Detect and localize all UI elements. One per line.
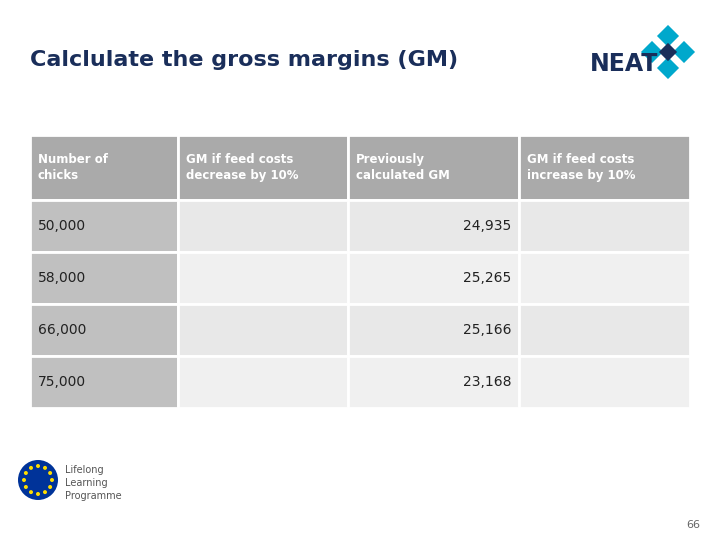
- Bar: [348, 252, 519, 304]
- Circle shape: [36, 492, 40, 496]
- Circle shape: [22, 478, 26, 482]
- Bar: [30, 135, 178, 200]
- Bar: [30, 200, 178, 252]
- Circle shape: [29, 490, 33, 494]
- Text: 23,168: 23,168: [463, 375, 511, 389]
- Bar: [519, 356, 690, 408]
- Text: Lifelong
Learning
Programme: Lifelong Learning Programme: [65, 465, 122, 502]
- Text: 50,000: 50,000: [38, 219, 86, 233]
- Polygon shape: [659, 43, 677, 61]
- Bar: [348, 304, 519, 356]
- Circle shape: [43, 490, 47, 494]
- Text: 25,265: 25,265: [463, 271, 511, 285]
- Text: 24,935: 24,935: [463, 219, 511, 233]
- Bar: [30, 356, 178, 408]
- Bar: [30, 252, 178, 304]
- Text: 66: 66: [686, 520, 700, 530]
- Circle shape: [43, 466, 47, 470]
- Text: Previously
calculated GM: Previously calculated GM: [356, 153, 450, 182]
- Circle shape: [36, 464, 40, 468]
- Bar: [348, 356, 519, 408]
- Polygon shape: [657, 57, 679, 79]
- Text: 66,000: 66,000: [38, 323, 86, 337]
- Text: Calclulate the gross margins (GM): Calclulate the gross margins (GM): [30, 50, 458, 70]
- Circle shape: [24, 485, 28, 489]
- Circle shape: [29, 466, 33, 470]
- Circle shape: [48, 485, 52, 489]
- Bar: [178, 304, 348, 356]
- Circle shape: [50, 478, 54, 482]
- Bar: [178, 356, 348, 408]
- Bar: [178, 252, 348, 304]
- Circle shape: [24, 471, 28, 475]
- Text: NEAT: NEAT: [590, 52, 658, 76]
- Bar: [178, 135, 348, 200]
- Text: GM if feed costs
increase by 10%: GM if feed costs increase by 10%: [527, 153, 636, 182]
- Polygon shape: [673, 41, 695, 63]
- Text: GM if feed costs
decrease by 10%: GM if feed costs decrease by 10%: [186, 153, 298, 182]
- Bar: [519, 135, 690, 200]
- Polygon shape: [657, 25, 679, 47]
- Bar: [519, 252, 690, 304]
- Circle shape: [48, 471, 52, 475]
- Text: 25,166: 25,166: [463, 323, 511, 337]
- Circle shape: [18, 460, 58, 500]
- Bar: [178, 200, 348, 252]
- Text: Number of
chicks: Number of chicks: [38, 153, 108, 182]
- Polygon shape: [641, 41, 663, 63]
- Text: 75,000: 75,000: [38, 375, 86, 389]
- Bar: [30, 304, 178, 356]
- Bar: [519, 200, 690, 252]
- Bar: [348, 200, 519, 252]
- Bar: [519, 304, 690, 356]
- Bar: [348, 135, 519, 200]
- Text: 58,000: 58,000: [38, 271, 86, 285]
